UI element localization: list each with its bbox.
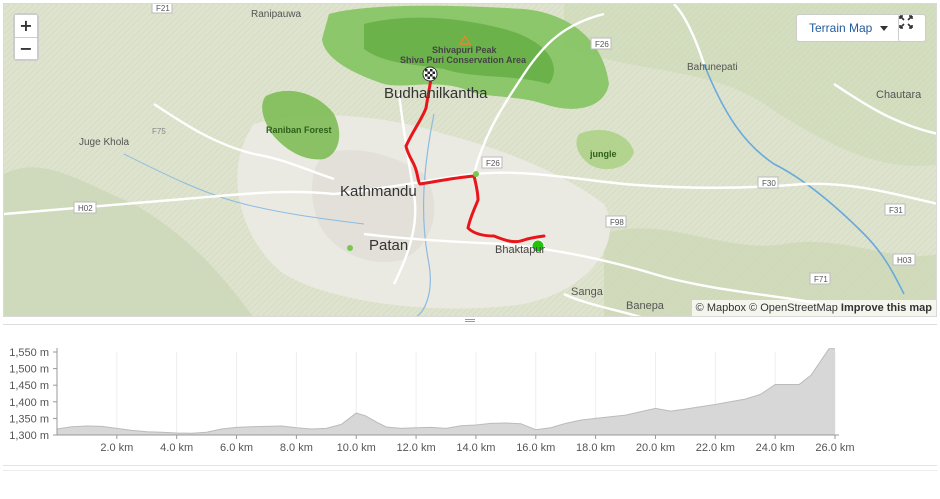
- y-tick-label: 1,300 m: [9, 430, 49, 442]
- place-kathmandu: Kathmandu: [340, 183, 417, 200]
- resize-grip-icon[interactable]: [465, 319, 475, 322]
- improve-map-link[interactable]: Improve this map: [840, 302, 932, 314]
- raniban-forest-area: [262, 90, 340, 160]
- x-tick-label: 20.0 km: [636, 442, 675, 454]
- park-marker: [347, 245, 353, 251]
- attrib-osm-link[interactable]: © OpenStreetMap: [749, 302, 838, 314]
- urban-core: [312, 150, 435, 263]
- zoom-in-button[interactable]: +: [15, 15, 37, 37]
- y-tick-label: 1,350 m: [9, 413, 49, 425]
- fullscreen-button[interactable]: [898, 14, 926, 42]
- place-shivapuri: Shivapuri Peak: [432, 45, 498, 55]
- road-label-f71: F71: [814, 275, 828, 284]
- road-label-f26b: F26: [486, 159, 500, 168]
- place-conservation: Shiva Puri Conservation Area: [400, 55, 527, 65]
- road-label-f30: F30: [762, 179, 776, 188]
- road-shields: F21 F26 F75 F26 F30 H02 F98 F31 H03 F71: [73, 4, 916, 285]
- place-jungle: jungle: [589, 149, 617, 159]
- hill-shade-northeast: [564, 4, 936, 166]
- finish-marker[interactable]: [422, 66, 438, 82]
- x-tick-label: 14.0 km: [456, 442, 495, 454]
- x-tick-label: 12.0 km: [397, 442, 436, 454]
- x-tick-label: 4.0 km: [160, 442, 193, 454]
- resize-divider[interactable]: [3, 317, 937, 325]
- elevation-area[interactable]: [57, 348, 835, 435]
- x-tick-label: 6.0 km: [220, 442, 253, 454]
- place-chautara: Chautara: [876, 89, 922, 101]
- place-juge-khola: Juge Khola: [79, 137, 129, 148]
- map-panel[interactable]: F21 F26 F75 F26 F30 H02 F98 F31 H03 F71 …: [3, 3, 937, 317]
- x-tick-label: 8.0 km: [280, 442, 313, 454]
- place-bahunepati: Bahunepati: [687, 62, 738, 73]
- x-tick-label: 22.0 km: [696, 442, 735, 454]
- road-network: [4, 4, 936, 316]
- road-label-f21: F21: [156, 4, 170, 13]
- elevation-chart: 1,300 m 1,350 m 1,400 m 1,450 m 1,500 m 1,550…: [3, 326, 937, 466]
- shivapuri-forest-core: [364, 17, 554, 84]
- place-budhanilkantha: Budhanilkantha: [384, 85, 488, 102]
- y-tick-label: 1,500 m: [9, 364, 49, 376]
- jungle-area: [576, 130, 634, 170]
- footer-bar: [3, 470, 937, 496]
- zoom-out-button[interactable]: −: [15, 37, 37, 59]
- start-marker[interactable]: [531, 239, 545, 253]
- place-bhaktapur: Bhaktapur: [495, 244, 545, 256]
- road-label-h03: H03: [897, 256, 912, 265]
- elevation-chart-canvas[interactable]: 1,300 m 1,350 m 1,400 m 1,450 m 1,500 m 1,550…: [3, 326, 937, 466]
- peak-icon: [458, 34, 472, 45]
- road-label-f31: F31: [889, 206, 903, 215]
- x-tick-label: 10.0 km: [337, 442, 376, 454]
- elevation-line: [56, 348, 835, 434]
- road-label-f98: F98: [610, 218, 624, 227]
- place-raniban: Raniban Forest: [266, 125, 332, 135]
- zoom-controls: + −: [13, 13, 39, 61]
- place-ranipauwa: Ranipauwa: [251, 9, 301, 20]
- road-label-f75: F75: [152, 127, 166, 136]
- x-tick-label: 18.0 km: [576, 442, 615, 454]
- river-west: [123, 153, 365, 225]
- y-tick-label: 1,450 m: [9, 380, 49, 392]
- y-tick-label: 1,550 m: [9, 347, 49, 359]
- x-tick-label: 24.0 km: [756, 442, 795, 454]
- fullscreen-icon: [899, 15, 913, 29]
- x-tick-label: 16.0 km: [516, 442, 555, 454]
- map-canvas[interactable]: F21 F26 F75 F26 F30 H02 F98 F31 H03 F71 …: [4, 4, 937, 317]
- place-sanga: Sanga: [571, 286, 604, 298]
- place-labels: Ranipauwa Shivapuri Peak Shiva Puri Cons…: [79, 9, 922, 312]
- park-marker: [473, 171, 479, 177]
- map-type-label: Terrain Map: [809, 21, 873, 35]
- attrib-mapbox-link[interactable]: © Mapbox: [695, 302, 746, 314]
- x-tick-label: 2.0 km: [100, 442, 133, 454]
- place-patan: Patan: [369, 237, 408, 254]
- x-tick-label: 26.0 km: [815, 442, 854, 454]
- map-type-dropdown[interactable]: Terrain Map: [796, 14, 902, 42]
- hill-shade-southeast: [604, 228, 936, 316]
- road-label-f26a: F26: [595, 40, 609, 49]
- map-attribution: © Mapbox © OpenStreetMap Improve this ma…: [691, 300, 936, 316]
- place-banepa: Banepa: [626, 300, 665, 312]
- river-bagmati: [416, 113, 435, 316]
- hill-shade-west: [4, 167, 253, 316]
- road-label-h02: H02: [78, 204, 93, 213]
- caret-down-icon: [880, 25, 889, 31]
- y-tick-label: 1,400 m: [9, 397, 49, 409]
